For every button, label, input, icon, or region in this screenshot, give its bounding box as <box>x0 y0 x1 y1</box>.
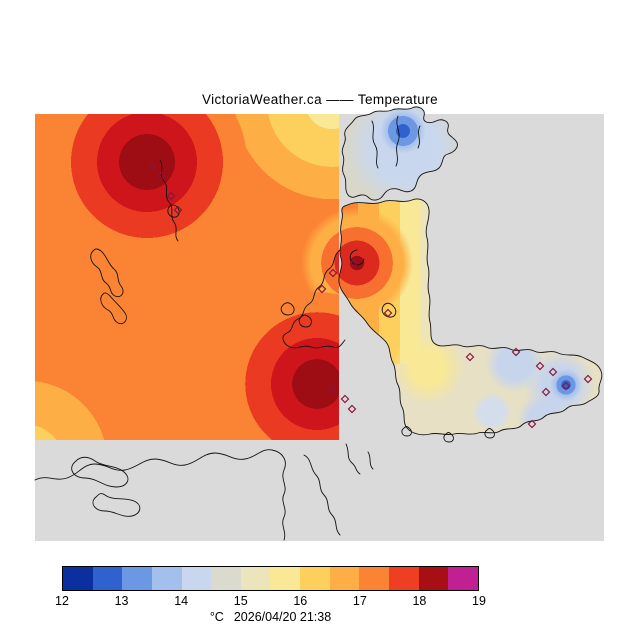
coastline-south-main <box>34 449 286 541</box>
coastline-south-island-d <box>92 493 141 517</box>
coastlines <box>34 106 603 541</box>
coastline-south-islet-2 <box>443 432 454 443</box>
station-marker <box>347 404 357 414</box>
coolspot-east-tip <box>550 369 582 401</box>
colorbar-segment <box>448 567 478 590</box>
temperature-field-west <box>35 114 339 440</box>
coastline-inlet <box>159 159 179 242</box>
coastline-fjord-3 <box>417 125 421 149</box>
station-marker <box>147 161 157 171</box>
station-marker <box>173 205 183 215</box>
coastline-south-islet-1 <box>401 426 412 437</box>
station-marker <box>541 387 551 397</box>
station-marker <box>548 367 558 377</box>
colorbar-segment <box>63 567 93 590</box>
station-marker <box>328 268 338 278</box>
page-title: VictoriaWeather.ca —— Temperature <box>201 92 439 107</box>
colorbar-tick: 19 <box>472 594 486 608</box>
timestamp-label: 2026/04/20 21:38 <box>233 610 332 624</box>
colorbar-tick: 14 <box>174 594 189 608</box>
station-marker <box>326 384 336 394</box>
station-marker <box>511 347 521 357</box>
coastline-island-chain-a <box>90 248 124 298</box>
colorbar-segment <box>300 567 330 590</box>
station-marker <box>166 191 176 201</box>
colorbar-tick: 16 <box>293 594 308 608</box>
colorbar-segment <box>122 567 152 590</box>
coastline-islet-2 <box>298 314 312 328</box>
colorbar-caption: °C 2026/04/20 21:38 <box>62 610 479 624</box>
coastline-fjord-1 <box>371 120 379 169</box>
station-marker <box>583 374 593 384</box>
station-marker <box>349 258 359 268</box>
coastline-strait-1 <box>345 443 361 475</box>
colorbar-tick: 15 <box>233 594 248 608</box>
coastline-south-island-c <box>71 456 129 488</box>
hotspot-northwest <box>47 114 247 262</box>
colorbar-tick: 13 <box>114 594 129 608</box>
coastline-islet-3 <box>381 302 397 318</box>
colorbar-segment <box>151 567 182 590</box>
coastline-island-chain-b <box>100 292 127 325</box>
unit-label: °C <box>209 610 224 624</box>
colorbar-tick: 18 <box>412 594 427 608</box>
coastline-islet-1 <box>280 302 295 316</box>
colorbar-segment <box>92 567 123 590</box>
coastline-inlet-islet <box>167 204 180 218</box>
coastline-south-channel <box>303 454 341 536</box>
colorbar-tick: 17 <box>352 594 367 608</box>
station-marker <box>465 352 475 362</box>
coastline-south-islet-3 <box>484 428 495 439</box>
station-markers <box>147 161 593 429</box>
colorbar-segment <box>240 567 271 590</box>
colorbar-segment <box>181 567 212 590</box>
coastline-north-islands <box>341 106 458 201</box>
station-marker <box>340 394 350 404</box>
colorbar-segment <box>329 567 360 590</box>
station-marker <box>383 308 393 318</box>
colorbar <box>62 566 479 591</box>
colorbar-segment <box>359 567 390 590</box>
station-marker <box>317 284 327 294</box>
hotspot-south-central <box>225 292 339 440</box>
coastline-fjord-2 <box>395 115 400 167</box>
coastline-main-land <box>338 198 603 436</box>
colorbar-segment <box>211 567 241 590</box>
station-marker <box>535 361 545 371</box>
station-marker <box>156 171 166 181</box>
colorbar-segment <box>418 567 449 590</box>
colorbar-segment <box>270 567 301 590</box>
colorbar-segment <box>389 567 419 590</box>
coastline-peninsula <box>282 249 346 349</box>
station-marker <box>527 419 537 429</box>
coolspot-north <box>380 108 426 154</box>
station-marker <box>561 381 571 391</box>
coastline-strait-2 <box>367 451 374 470</box>
colorbar-tick: 12 <box>55 594 69 608</box>
